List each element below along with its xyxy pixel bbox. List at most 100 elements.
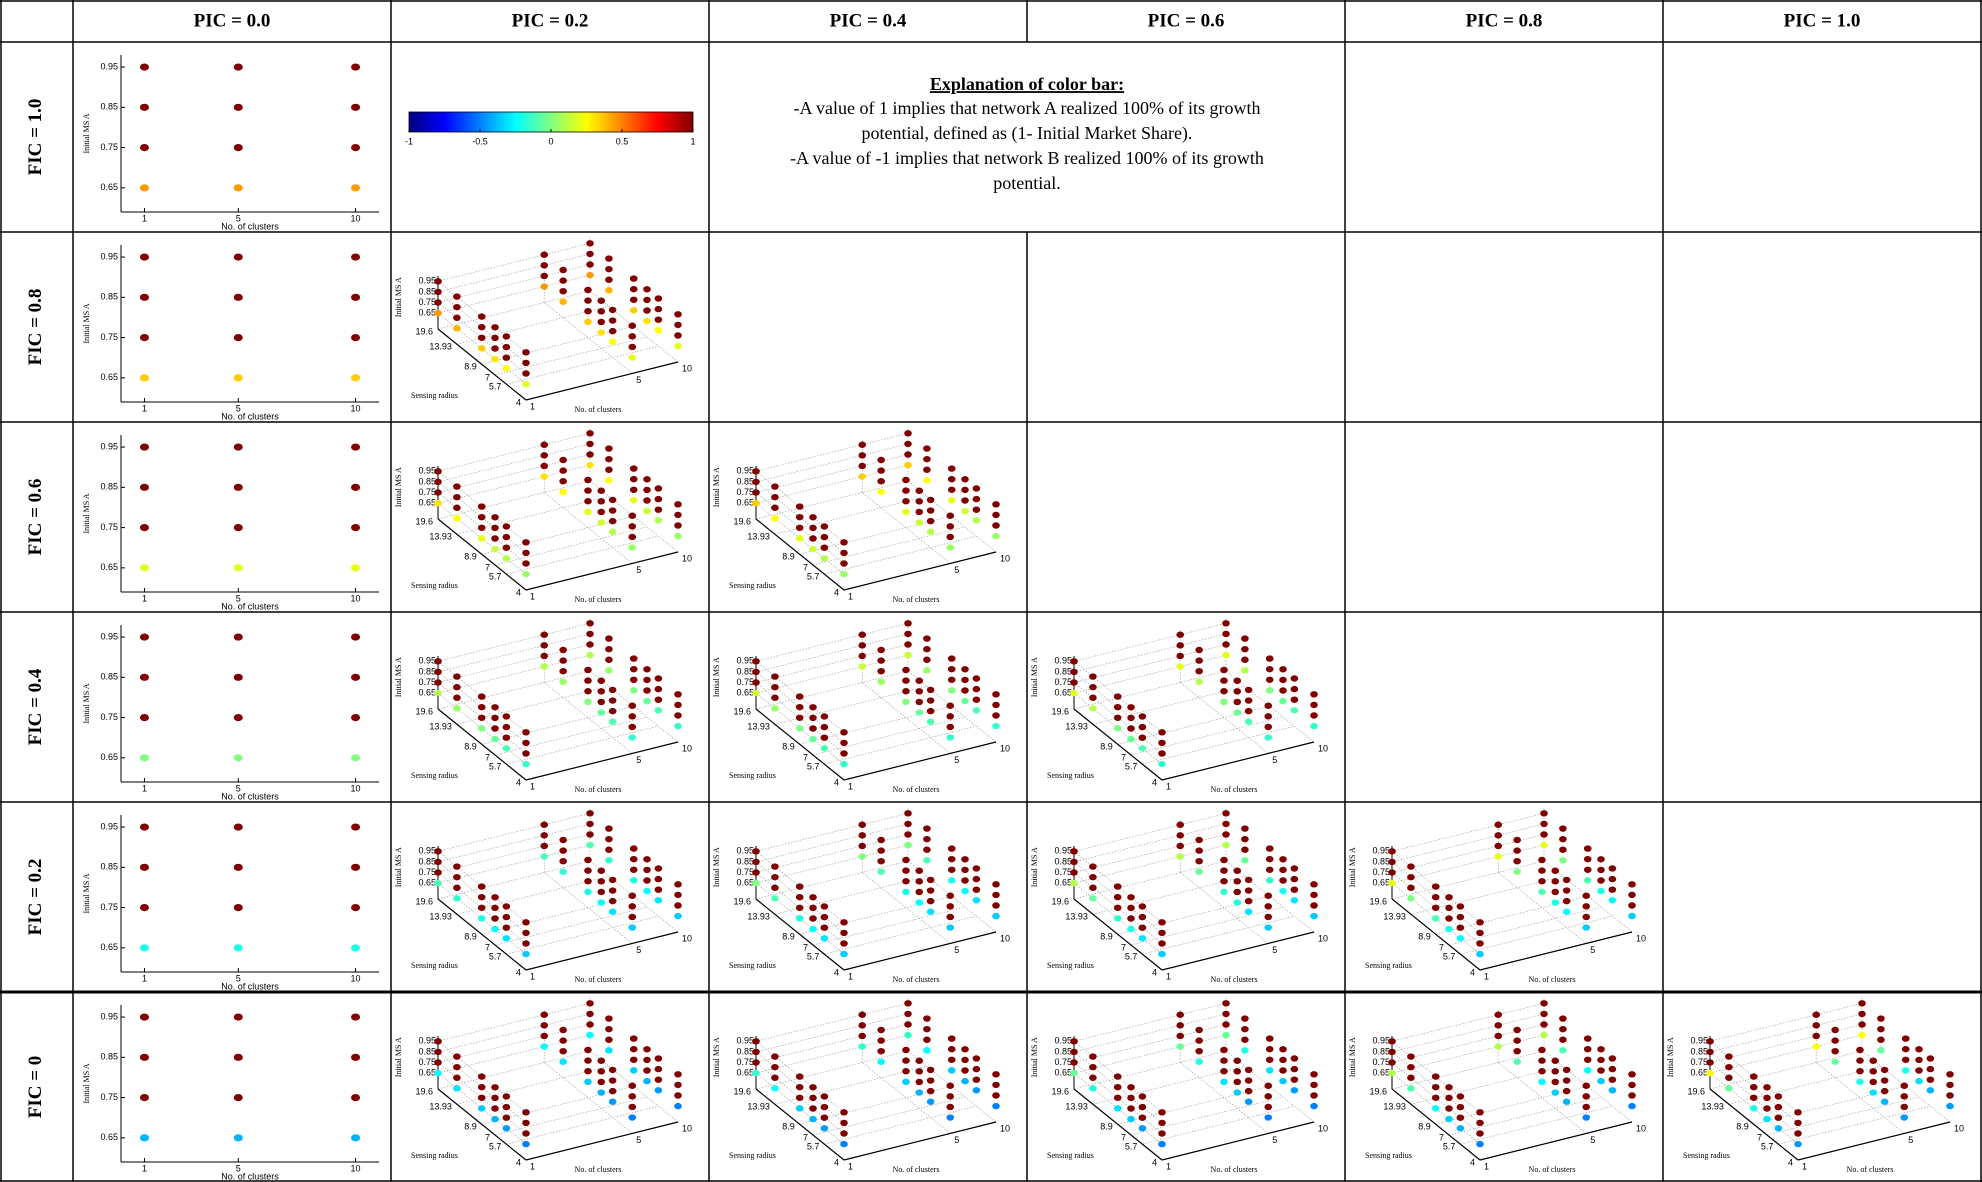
data-point [961,866,969,874]
data-point [522,1130,530,1137]
grid-line [589,1050,679,1123]
data-point [351,143,361,152]
data-point [629,275,638,282]
data-point [1749,1094,1758,1101]
z-tick-label: 0.75 [736,487,754,497]
data-point [139,1013,149,1021]
data-point [1388,1059,1396,1066]
z-tick-label: 0.75 [418,297,436,307]
y-tick-label: 8.9 [1100,742,1113,752]
data-point [1195,646,1203,654]
grid-line [1117,1085,1270,1125]
grid-line [755,1034,909,1074]
y-axis [1391,898,1481,971]
data-point [1583,845,1592,852]
data-point [453,873,461,881]
grid-line [755,671,845,744]
x-tick-label: 10 [682,363,692,373]
data-point [961,476,969,483]
grid-line [862,682,951,754]
data-point [605,255,613,262]
data-point [559,1026,567,1034]
data-point [674,1081,682,1089]
grid-line [481,1085,634,1125]
x-axis-label: No. of clusters [893,785,940,794]
grid-line [437,860,591,900]
data-point [1244,1077,1253,1084]
data-point [1456,903,1465,910]
y-tick-label: 0.65 [100,1132,118,1142]
data-point [902,888,910,896]
data-point [752,858,760,866]
data-point [1559,835,1567,843]
data-point [1070,658,1078,665]
data-point [926,718,935,725]
data-point [840,1130,848,1137]
data-point [1113,714,1122,721]
data-point [1070,858,1078,866]
data-point [233,333,243,342]
data-point [1176,642,1185,649]
data-point [902,688,910,695]
grid-line [907,860,997,933]
data-point [1176,1022,1185,1029]
data-point [1901,1056,1910,1063]
y-tick-label: 19.6 [1051,706,1069,716]
data-point [643,887,651,895]
grid-line [755,1062,845,1134]
data-point [233,1053,243,1061]
data-point [752,1038,760,1045]
data-point [453,694,461,701]
data-point [1220,1068,1228,1075]
data-point [233,184,243,192]
data-point [923,835,931,843]
data-point [654,506,663,513]
data-point [1264,734,1273,741]
z-tick-label: 0.75 [736,867,754,877]
z-tick-label: 0.65 [1054,1067,1072,1077]
data-point [946,512,955,519]
x-tick-label: 5 [1272,1135,1277,1145]
y-tick-label: 7 [485,372,490,382]
x-tick-label: 10 [351,403,361,413]
data-point [1540,841,1548,849]
data-point [628,512,637,519]
data-point [608,528,617,535]
data-point [1540,1010,1548,1018]
y-tick-label: 4 [1470,1157,1475,1167]
z-tick-label: 0.85 [736,856,754,866]
data-point [434,1038,442,1045]
z-tick-label: 0.95 [736,656,754,666]
data-point [584,867,592,874]
x-tick-label: 1 [142,403,147,413]
data-point [434,858,442,866]
data-point [972,1065,981,1073]
data-point [674,1092,682,1099]
data-point [608,887,617,894]
data-point [654,1055,663,1062]
x-axis-label: No. of clusters [1211,975,1258,984]
z-tick-label: 0.65 [736,1067,754,1077]
data-point [502,1093,511,1100]
x-tick-label: 1 [142,783,147,793]
data-point [522,940,530,947]
y-axis-label: Sensing radius [411,771,458,780]
data-point [972,495,981,503]
data-point [1551,867,1560,874]
data-point [434,1069,442,1077]
data-point [477,345,486,352]
data-point [584,1046,592,1054]
y-tick-label: 13.93 [1383,912,1406,922]
data-point [608,697,617,704]
data-point [1494,832,1503,839]
data-point [992,1102,1000,1110]
data-point [902,1068,910,1075]
y-tick-label: 0.75 [100,142,118,152]
data-point [1725,1085,1733,1092]
data-point [1265,655,1274,662]
data-point [1706,1038,1714,1045]
x-axis [843,741,997,781]
data-point [351,333,361,342]
data-point [629,877,638,884]
data-point [674,1102,682,1110]
